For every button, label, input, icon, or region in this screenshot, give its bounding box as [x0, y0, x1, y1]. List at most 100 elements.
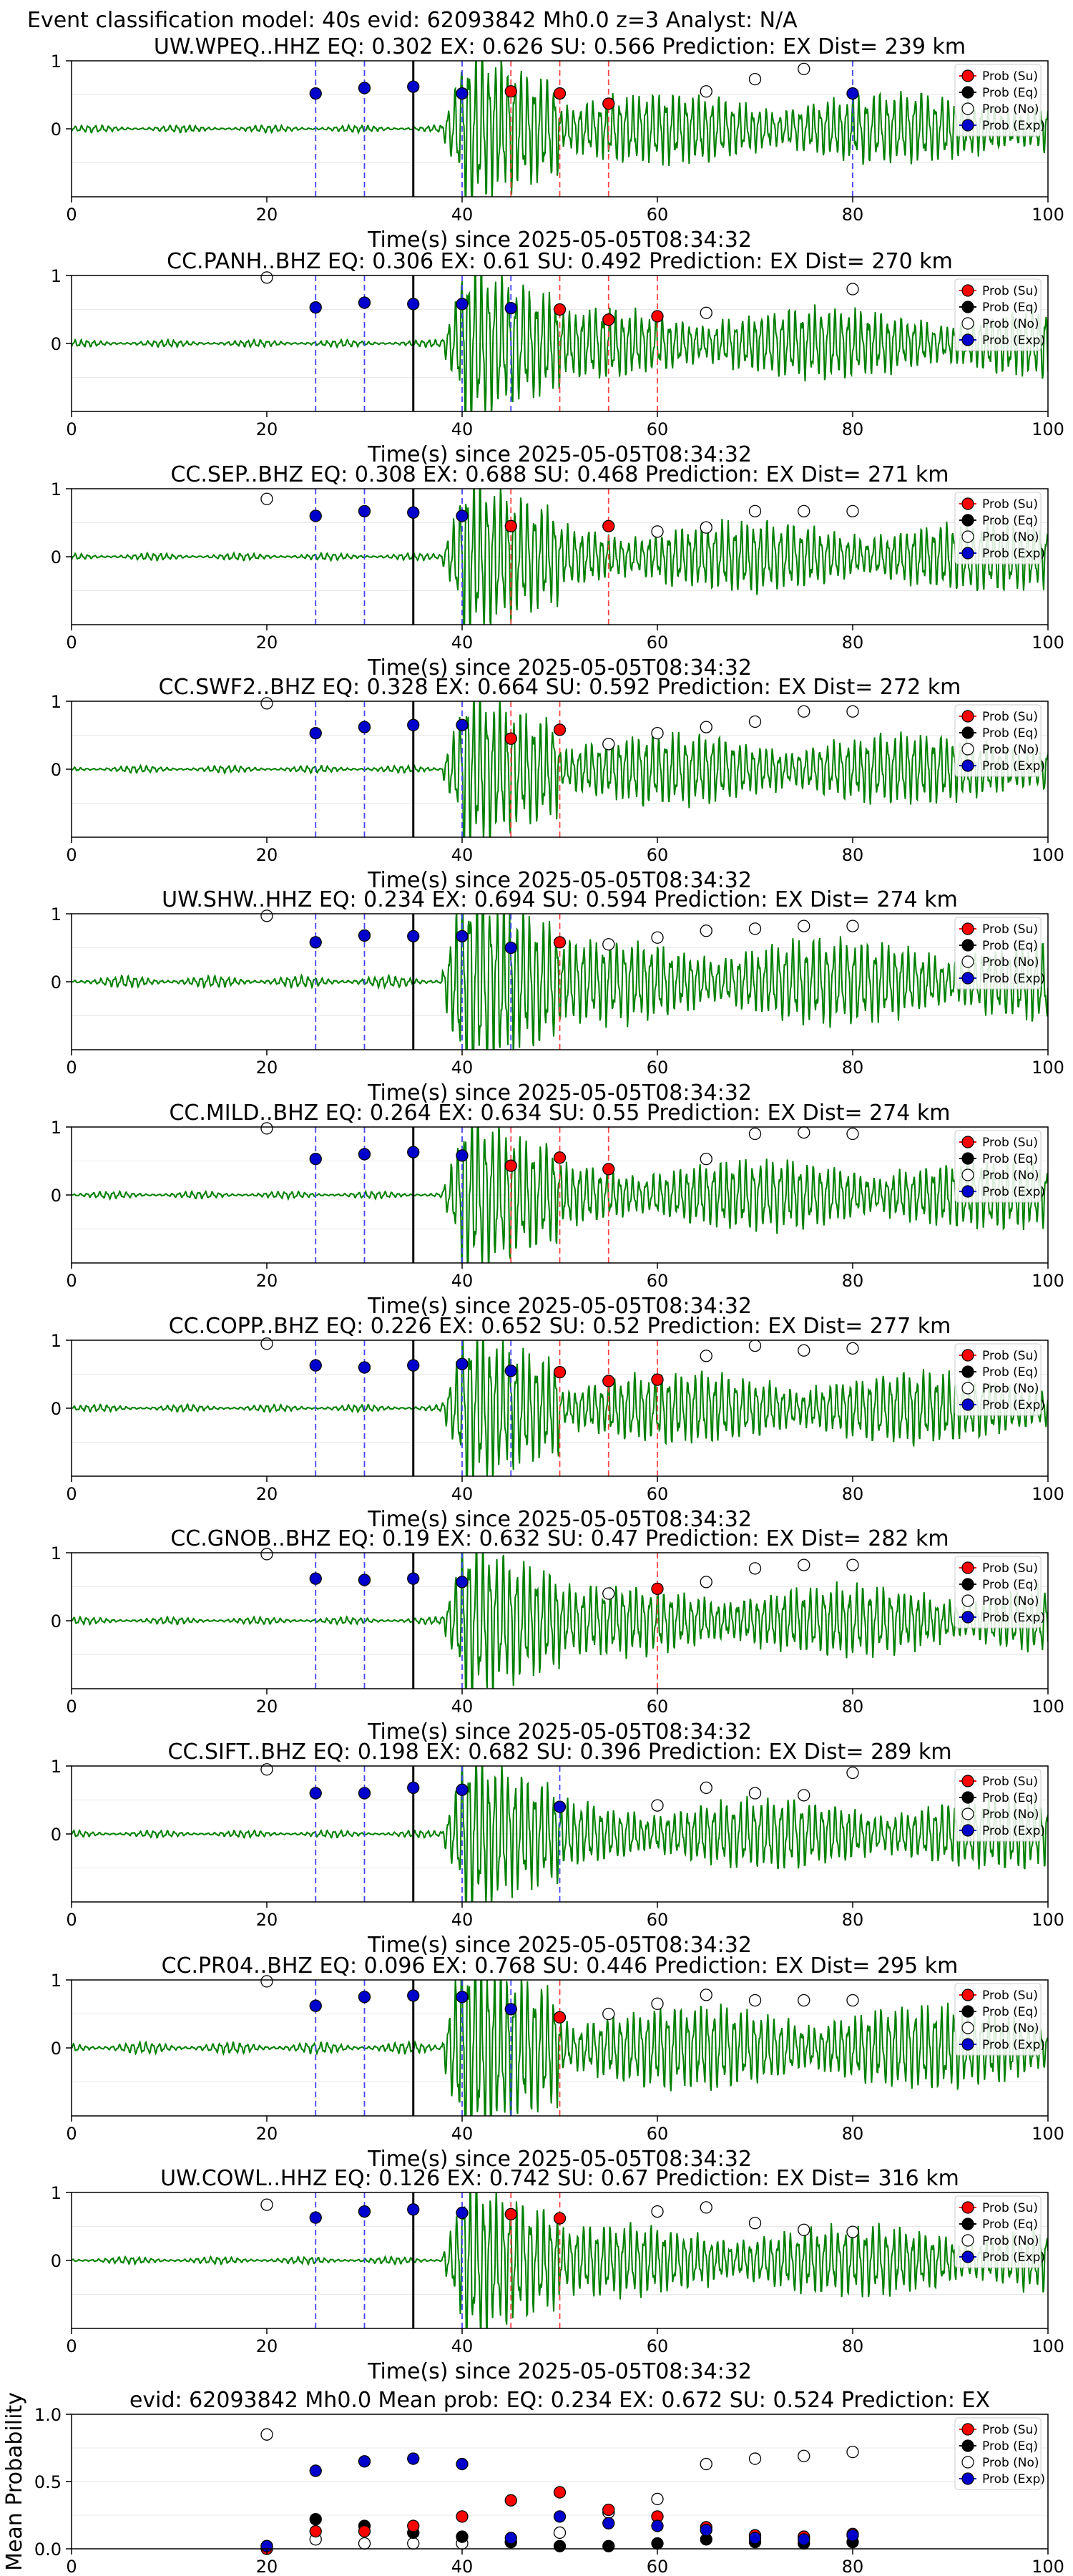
prob-no-point — [602, 1587, 615, 1600]
x-axis-label: Time(s) since 2025-05-05T08:34:32 — [367, 655, 752, 680]
prob-no-point — [748, 1339, 762, 1352]
legend-marker — [961, 497, 974, 510]
prob-su-point — [504, 85, 517, 98]
x-tick-label: 80 — [842, 2557, 864, 2576]
axes-frame — [71, 2192, 1049, 2329]
y-tick-label: 1 — [51, 1543, 62, 1563]
prob-no-point — [846, 283, 859, 296]
legend-label: Prob (No) — [982, 2021, 1039, 2036]
mean-no-point — [358, 2537, 371, 2550]
station-panel: CC.GNOB..BHZ EQ: 0.19 EX: 0.632 SU: 0.47… — [51, 1526, 1064, 1745]
y-tick-label: 1.0 — [34, 2405, 62, 2425]
prob-no-point — [846, 2225, 859, 2238]
prob-no-point — [260, 1122, 273, 1135]
legend-label: Prob (Eq) — [982, 1152, 1038, 1166]
legend-label: Prob (Su) — [982, 710, 1038, 724]
prob-exp-point — [309, 936, 322, 949]
y-tick-label: 1 — [51, 266, 62, 286]
legend-label: Prob (Exp) — [982, 2038, 1045, 2052]
x-tick-label: 20 — [256, 1697, 278, 1717]
prob-exp-point — [358, 1787, 371, 1800]
legend-label: Prob (Eq) — [982, 86, 1038, 100]
mean-exp-point — [651, 2519, 664, 2532]
y-tick-label: 1 — [51, 52, 62, 72]
prob-no-point — [748, 1127, 762, 1141]
prob-su-point — [553, 87, 567, 100]
legend-label: Prob (Su) — [982, 2201, 1038, 2215]
x-tick-label: 40 — [451, 2124, 474, 2144]
legend-box — [954, 1556, 1042, 1629]
prob-no-point — [700, 306, 712, 319]
panel-title: CC.COPP..BHZ EQ: 0.226 EX: 0.652 SU: 0.5… — [169, 1314, 951, 1339]
mean-exp-point — [358, 2455, 371, 2468]
axes-frame — [71, 701, 1049, 838]
station-panel: UW.WPEQ..HHZ EQ: 0.302 EX: 0.626 SU: 0.5… — [51, 34, 1064, 253]
prob-exp-point — [358, 721, 371, 733]
x-tick-label: 60 — [647, 1271, 669, 1291]
prob-exp-point — [358, 1148, 371, 1161]
prob-exp-point — [309, 1153, 322, 1166]
prob-no-point — [260, 1975, 273, 1988]
legend-label: Prob (Su) — [982, 1136, 1038, 1150]
prob-su-point — [602, 519, 615, 532]
mean-no-point — [260, 2428, 273, 2441]
prob-no-point — [798, 504, 810, 517]
legend-label: Prob (Eq) — [982, 2218, 1038, 2232]
prob-su-point — [553, 1151, 567, 1164]
prob-no-point — [846, 504, 859, 517]
legend-box — [954, 278, 1042, 351]
prob-su-point — [553, 723, 567, 736]
legend-box — [954, 2195, 1042, 2268]
x-tick-label: 80 — [842, 1058, 864, 1078]
prob-exp-point — [309, 87, 322, 100]
legend-label: Prob (Eq) — [982, 1578, 1038, 1592]
axes-frame — [71, 2414, 1049, 2550]
legend-marker — [961, 2038, 974, 2051]
y-tick-label: 1 — [51, 904, 62, 924]
legend-marker — [961, 1169, 974, 1181]
prob-no-point — [846, 1127, 859, 1141]
y-axis-label: Mean Probability — [2, 2392, 27, 2571]
prob-su-point — [553, 1366, 567, 1379]
legend-box — [954, 704, 1042, 777]
y-tick-label: 0 — [51, 760, 62, 780]
legend-label: Prob (Eq) — [982, 939, 1038, 953]
legend-box — [954, 917, 1042, 990]
prob-no-point — [651, 1997, 664, 2010]
prob-exp-point — [407, 718, 420, 731]
prob-exp-point — [358, 504, 371, 517]
panel-title: CC.PR04..BHZ EQ: 0.096 EX: 0.768 SU: 0.4… — [162, 1953, 959, 1979]
prob-no-point — [846, 1558, 859, 1571]
legend-label: Prob (Eq) — [982, 1791, 1038, 1805]
legend-marker — [961, 1791, 974, 1804]
x-tick-label: 60 — [647, 419, 669, 439]
x-tick-label: 100 — [1032, 1484, 1064, 1504]
axes-frame — [71, 1126, 1049, 1264]
mean-exp-point — [553, 2510, 567, 2523]
prob-su-point — [553, 303, 567, 316]
prob-no-point — [700, 521, 712, 534]
prob-no-point — [700, 1781, 712, 1795]
prob-exp-point — [407, 80, 420, 93]
waveform-trace — [72, 1553, 1048, 1689]
prob-no-point — [700, 85, 712, 98]
legend-marker — [961, 2234, 974, 2247]
legend-marker — [961, 2021, 974, 2034]
mean-eq-point — [602, 2540, 615, 2552]
legend-label: Prob (Exp) — [982, 1398, 1045, 1413]
axes-frame — [71, 275, 1049, 412]
waveform-trace — [72, 61, 1048, 197]
legend-label: Prob (Su) — [982, 69, 1038, 84]
panel-title: CC.MILD..BHZ EQ: 0.264 EX: 0.634 SU: 0.5… — [169, 1101, 950, 1126]
prob-exp-point — [504, 941, 517, 955]
prob-no-point — [602, 938, 615, 951]
x-tick-label: 40 — [451, 2557, 474, 2576]
prob-exp-point — [309, 1359, 322, 1372]
x-tick-label: 0 — [66, 1484, 77, 1504]
y-tick-label: 1 — [51, 2183, 62, 2203]
x-axis-label: Time(s) since 2025-05-05T08:34:32 — [367, 2147, 752, 2172]
legend-label: Prob (Eq) — [982, 2005, 1038, 2019]
x-tick-label: 20 — [256, 1058, 278, 1078]
legend-marker — [961, 972, 974, 985]
legend-marker — [961, 69, 974, 82]
